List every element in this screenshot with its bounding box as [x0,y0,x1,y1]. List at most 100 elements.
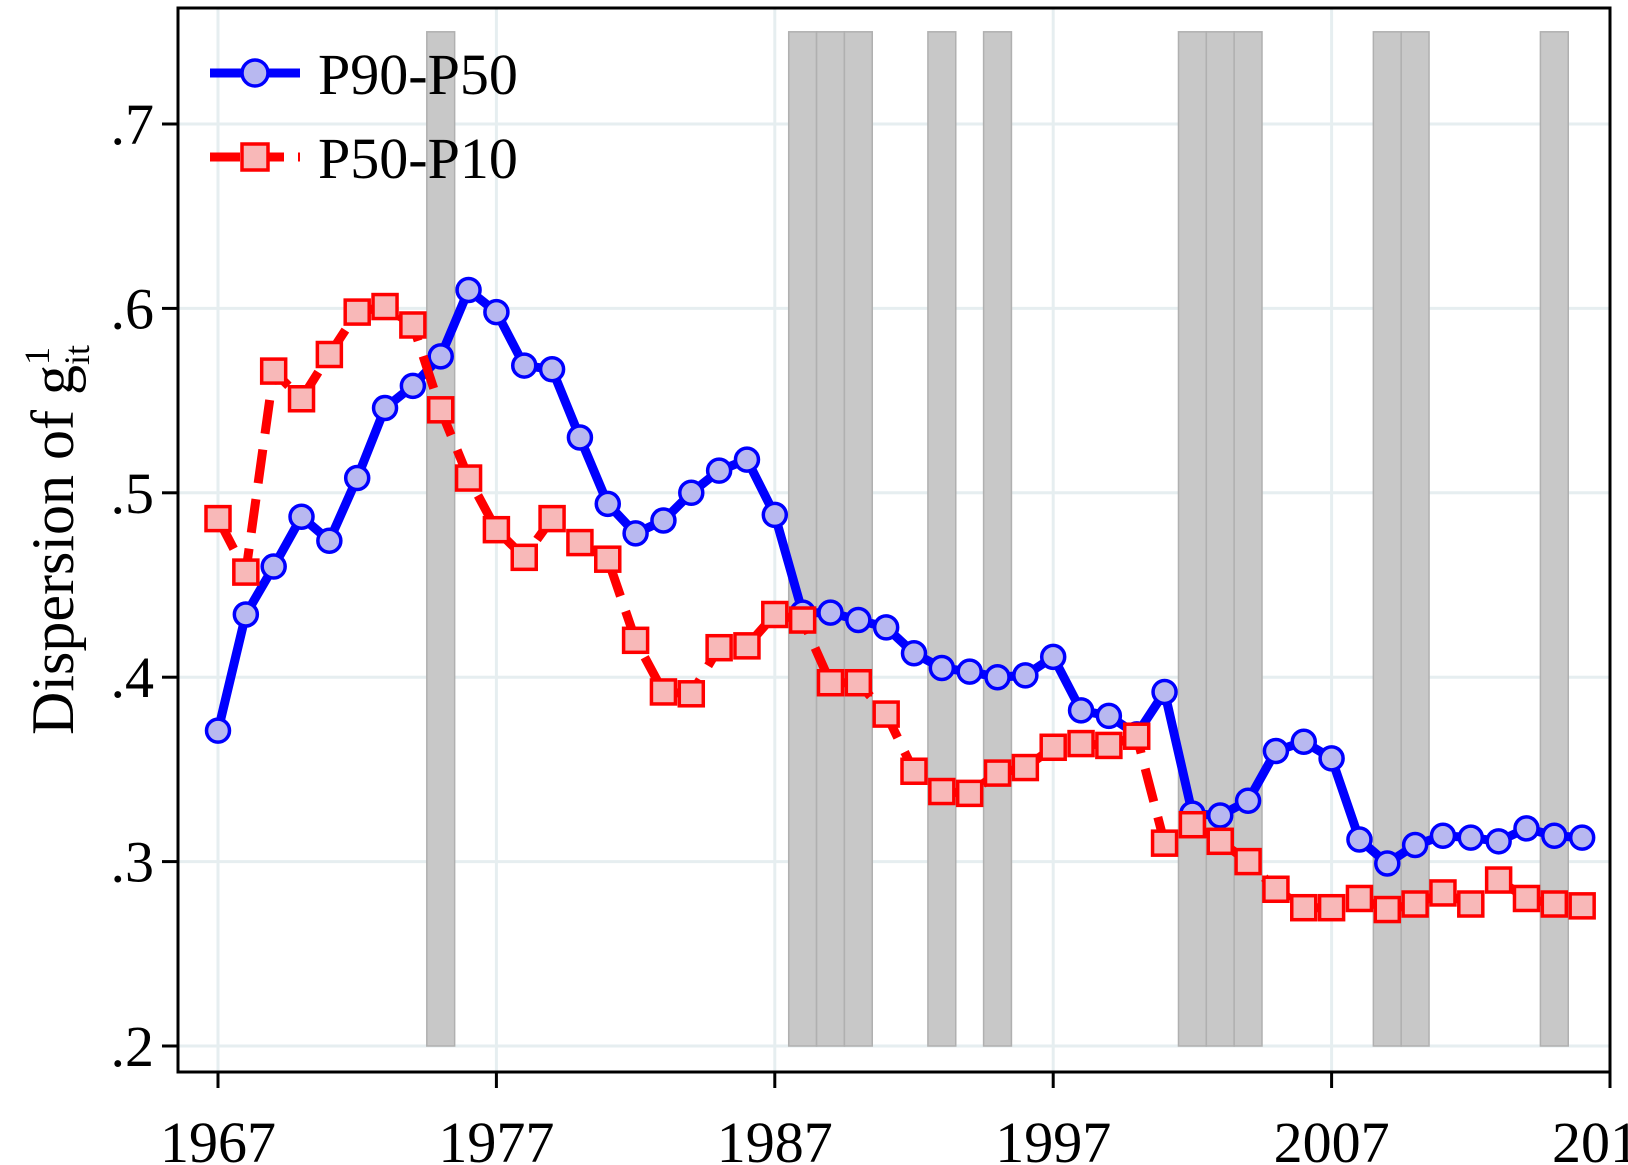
y-tick-label: .5 [111,461,155,526]
data-point [1513,815,1540,842]
data-point [455,276,482,304]
data-point [705,633,733,662]
recession-band [982,31,1013,1047]
data-point [427,343,454,370]
data-point [1262,737,1290,765]
series-p50-p10 [204,292,1596,924]
series-layer [204,276,1596,924]
data-point [984,663,1011,691]
data-point [1457,890,1485,918]
y-axis-title: Dispersion of g1it [17,345,97,735]
data-point [1206,827,1234,856]
data-point [677,680,706,708]
data-point [482,515,511,544]
data-point [1429,879,1457,907]
data-point [1122,722,1151,750]
data-point [594,490,622,518]
data-point [232,601,260,628]
data-point [1150,829,1179,857]
data-point [1457,824,1485,851]
data-point [566,424,594,451]
recession-band [426,31,456,1047]
data-point [315,340,344,369]
data-point [1485,828,1512,855]
data-point [733,446,761,473]
data-point [1345,884,1374,913]
x-tick-label: 1987 [717,1110,833,1165]
series-p90-p50 [204,276,1596,877]
data-point [1095,731,1123,760]
data-point [1039,733,1067,762]
y-tick-label: .2 [111,1014,155,1079]
data-point [1373,895,1402,924]
data-point [1317,893,1346,922]
data-point [1401,831,1429,859]
data-point [678,479,705,507]
data-point [259,357,288,385]
y-axis-title-subscript: it [57,345,97,365]
data-point [788,606,817,634]
data-point [566,528,594,557]
data-point [288,503,315,531]
y-axis-title-superscript: 1 [17,347,57,365]
data-point [399,311,427,339]
data-point [1178,810,1207,839]
y-tick-label: .3 [111,830,155,895]
data-point [1262,875,1290,904]
data-point [956,658,983,685]
data-point [1346,826,1373,853]
data-point [426,396,455,424]
data-point [1206,802,1234,829]
gridlines [178,8,1610,1072]
data-point [483,298,510,326]
legend: P90-P50 P50-P10 [210,42,518,191]
data-point [761,501,789,529]
x-tick-label: 2007 [1274,1110,1390,1165]
x-tick-label: 2017 [1552,1110,1628,1165]
data-point [343,464,371,492]
legend-label-p50-p10: P50-P10 [318,126,518,191]
data-point [260,553,287,580]
data-point [1234,847,1262,876]
recession-band [1233,31,1263,1047]
data-point [1318,745,1345,772]
y-tick-label: .7 [111,92,155,157]
data-point [817,599,844,626]
data-point [1234,787,1262,814]
data-point [1512,884,1541,913]
x-tick-label: 1997 [995,1110,1111,1165]
recession-band [1539,31,1569,1047]
data-point [371,394,399,422]
data-point [454,464,483,492]
data-point [232,558,260,586]
data-point [1039,643,1067,671]
data-point [1541,822,1568,850]
legend-label-p90-p50: P90-P50 [318,42,518,107]
data-point [845,606,872,634]
data-point [1429,822,1457,850]
data-point [622,520,649,547]
data-point [538,504,566,533]
y-axis-title-main: Dispersion of g [20,365,86,735]
data-point [316,527,343,554]
recession-band [927,31,957,1047]
data-point [1095,702,1123,730]
recession-band [843,31,873,1047]
data-point [1012,662,1039,689]
data-point [371,292,399,321]
data-point [872,614,900,641]
y-tick-label: .6 [111,276,155,341]
recession-bands [426,31,1569,1047]
data-point [928,654,956,682]
legend-marker-p90-p50 [240,58,270,88]
data-point [761,600,789,629]
recession-band [1372,31,1402,1047]
data-point [621,626,650,655]
data-point [510,543,538,572]
recession-band [1400,31,1430,1047]
data-point [844,668,873,697]
data-point [900,757,928,785]
data-point [1290,728,1318,755]
recession-band [1177,31,1208,1047]
